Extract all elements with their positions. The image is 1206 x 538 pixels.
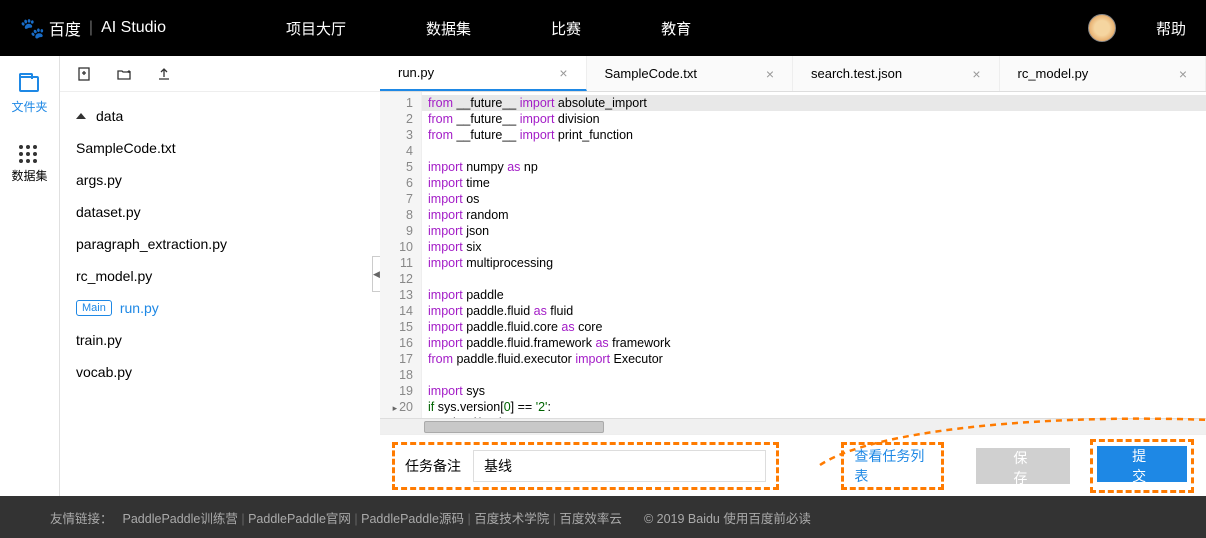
footer-link[interactable]: 百度效率云 bbox=[559, 512, 622, 526]
grid-icon bbox=[19, 145, 39, 161]
tab-label: search.test.json bbox=[811, 66, 902, 81]
hscroll-thumb[interactable] bbox=[424, 421, 604, 433]
collapse-handle[interactable]: ◀ bbox=[372, 256, 380, 292]
tree-file[interactable]: Main run.py bbox=[60, 292, 380, 324]
nav-right: 帮助 bbox=[1088, 14, 1186, 42]
editor-tabs: run.py×SampleCode.txt×search.test.json×r… bbox=[380, 56, 1206, 92]
footer-link[interactable]: PaddlePaddle源码 bbox=[361, 512, 464, 526]
save-button[interactable]: 保 存 bbox=[976, 448, 1070, 484]
task-note-box: 任务备注 bbox=[392, 442, 779, 490]
task-input[interactable] bbox=[473, 450, 766, 482]
code-area[interactable]: 123456789101112131415161718192021222324 … bbox=[380, 92, 1206, 418]
nav-item-projects[interactable]: 项目大厅 bbox=[286, 18, 346, 39]
main: 文件夹 数据集 data SampleCode.txt args.py data… bbox=[0, 56, 1206, 496]
tree-file[interactable]: rc_model.py bbox=[60, 260, 380, 292]
tree-file[interactable]: train.py bbox=[60, 324, 380, 356]
rail-datasets-label: 数据集 bbox=[11, 167, 47, 184]
submit-button[interactable]: 提 交 bbox=[1097, 446, 1187, 482]
folder-icon bbox=[19, 76, 39, 92]
nav-help[interactable]: 帮助 bbox=[1156, 18, 1186, 39]
tab-label: run.py bbox=[398, 65, 434, 80]
footer-label: 友情链接： bbox=[50, 508, 113, 527]
footer-link[interactable]: 百度技术学院 bbox=[474, 512, 549, 526]
footer-copyright: © 2019 Baidu 使用百度前必读 bbox=[644, 508, 811, 527]
top-nav: 🐾 百度 | AI Studio 项目大厅 数据集 比赛 教育 帮助 bbox=[0, 0, 1206, 56]
logo-text-right: AI Studio bbox=[101, 19, 166, 37]
tree-file[interactable]: vocab.py bbox=[60, 356, 380, 388]
logo-separator: | bbox=[89, 19, 93, 37]
rail-folders-label: 文件夹 bbox=[11, 98, 47, 115]
view-tasks-box: 查看任务列表 bbox=[841, 442, 944, 490]
nav-item-education[interactable]: 教育 bbox=[661, 18, 691, 39]
file-panel: data SampleCode.txt args.py dataset.py p… bbox=[60, 56, 380, 496]
tab[interactable]: SampleCode.txt × bbox=[587, 56, 794, 91]
file-toolbar bbox=[60, 56, 380, 92]
close-icon[interactable]: × bbox=[559, 65, 567, 81]
logo-text-left: 百度 bbox=[49, 16, 81, 40]
tree-folder[interactable]: data bbox=[60, 100, 380, 132]
hscrollbar[interactable] bbox=[380, 418, 1206, 434]
tree-file[interactable]: args.py bbox=[60, 164, 380, 196]
new-folder-icon[interactable] bbox=[116, 66, 132, 82]
tree-file[interactable]: SampleCode.txt bbox=[60, 132, 380, 164]
tab[interactable]: rc_model.py × bbox=[1000, 56, 1206, 91]
footer-link[interactable]: PaddlePaddle官网 bbox=[248, 512, 351, 526]
close-icon[interactable]: × bbox=[972, 66, 980, 82]
footer-link[interactable]: PaddlePaddle训练营 bbox=[123, 512, 238, 526]
side-rail: 文件夹 数据集 bbox=[0, 56, 60, 496]
nav-item-datasets[interactable]: 数据集 bbox=[426, 18, 471, 39]
close-icon[interactable]: × bbox=[1179, 66, 1187, 82]
footer-links: PaddlePaddle训练营 | PaddlePaddle官网 | Paddl… bbox=[123, 508, 622, 527]
line-gutter: 123456789101112131415161718192021222324 bbox=[380, 92, 422, 418]
upload-icon[interactable] bbox=[156, 66, 172, 82]
footer: 友情链接： PaddlePaddle训练营 | PaddlePaddle官网 |… bbox=[0, 496, 1206, 538]
view-tasks-link[interactable]: 查看任务列表 bbox=[854, 446, 931, 486]
tab-label: rc_model.py bbox=[1018, 66, 1089, 81]
tab[interactable]: search.test.json × bbox=[793, 56, 1000, 91]
file-tree: data SampleCode.txt args.py dataset.py p… bbox=[60, 92, 380, 396]
tab-label: SampleCode.txt bbox=[605, 66, 698, 81]
rail-folders[interactable]: 文件夹 bbox=[11, 76, 47, 115]
avatar[interactable] bbox=[1088, 14, 1116, 42]
editor-area: ◀ run.py×SampleCode.txt×search.test.json… bbox=[380, 56, 1206, 496]
main-badge: Main bbox=[76, 300, 112, 316]
tree-file[interactable]: paragraph_extraction.py bbox=[60, 228, 380, 260]
bottom-bar: 任务备注 查看任务列表 保 存 提 交 bbox=[380, 434, 1206, 496]
new-file-icon[interactable] bbox=[76, 66, 92, 82]
code-body[interactable]: from __future__ import absolute_importfr… bbox=[422, 92, 1206, 418]
logo[interactable]: 🐾 百度 | AI Studio bbox=[20, 16, 166, 41]
nav-item-competition[interactable]: 比赛 bbox=[551, 18, 581, 39]
submit-box: 提 交 bbox=[1090, 439, 1194, 493]
close-icon[interactable]: × bbox=[766, 66, 774, 82]
tab[interactable]: run.py × bbox=[380, 56, 587, 91]
baidu-paw-icon: 🐾 bbox=[20, 16, 45, 41]
tree-file[interactable]: dataset.py bbox=[60, 196, 380, 228]
nav-items: 项目大厅 数据集 比赛 教育 bbox=[286, 18, 691, 39]
rail-datasets[interactable]: 数据集 bbox=[11, 145, 47, 184]
task-label: 任务备注 bbox=[405, 456, 461, 476]
